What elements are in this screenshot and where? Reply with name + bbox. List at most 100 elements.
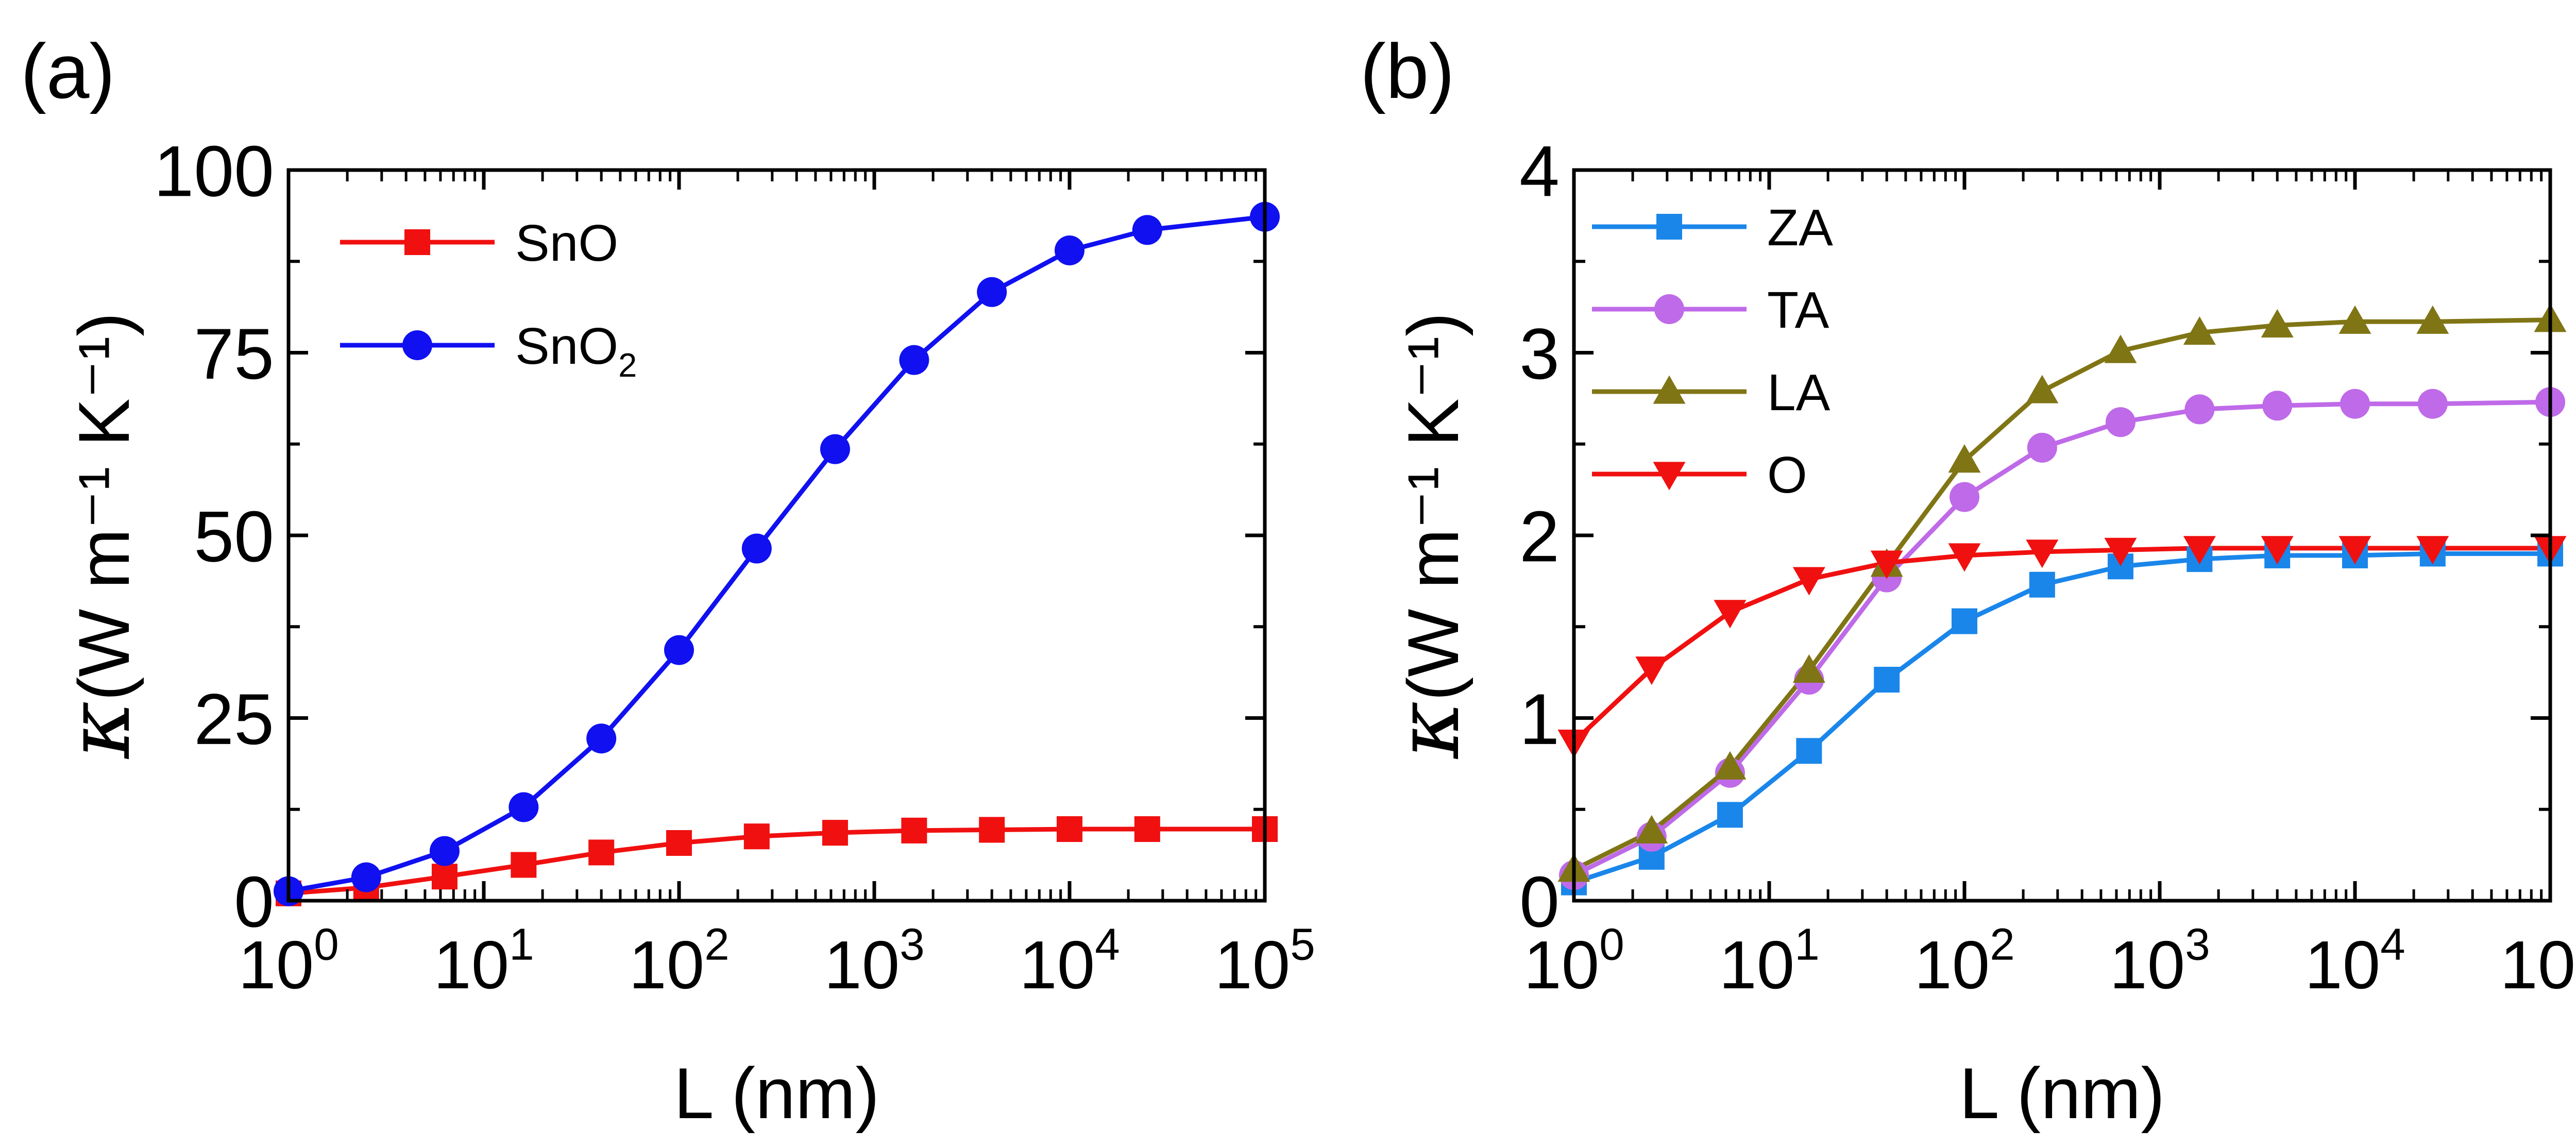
- data-point-1-2-10: [2338, 305, 2371, 334]
- legend-marker-1-3: [1653, 462, 1686, 491]
- data-point-1-3-6: [2026, 539, 2059, 568]
- data-point-0-1-10: [1055, 235, 1084, 265]
- legend-label-1-1-base: TA: [1767, 281, 1829, 339]
- series-line-1-3: [1572, 546, 2550, 744]
- y-tick-label-1-4: 4: [1519, 130, 1560, 211]
- data-point-0-1-7: [820, 434, 850, 464]
- legend-label-1-2-base: LA: [1767, 364, 1831, 421]
- x-tick-label-1-3: 103: [2109, 920, 2210, 1003]
- x-tick-label-base-1-3: 10: [2109, 927, 2185, 1003]
- data-point-0-0-7: [822, 820, 848, 846]
- x-tick-label-0-4: 104: [1019, 920, 1120, 1003]
- x-tick-label-exp-1-2: 2: [1990, 920, 2014, 970]
- data-point-1-2-8: [2183, 316, 2216, 345]
- x-tick-label-base-1-4: 10: [2304, 927, 2380, 1003]
- data-point-1-2-3: [1792, 654, 1825, 683]
- x-tick-label-base-1-0: 10: [1523, 927, 1599, 1003]
- x-tick-label-1-1: 101: [1719, 920, 1819, 1003]
- data-point-0-1-9: [977, 277, 1007, 307]
- data-point-1-2-7: [2104, 334, 2137, 363]
- x-tick-label-exp-0-2: 2: [704, 920, 729, 970]
- data-point-0-0-10: [1057, 816, 1082, 842]
- legend-label-1-0-base: ZA: [1767, 199, 1833, 257]
- x-tick-label-1-0: 100: [1523, 920, 1624, 1003]
- y-axis-title-units-0: (W m⁻¹ K⁻¹): [63, 312, 144, 701]
- data-point-0-1-5: [664, 635, 694, 665]
- data-point-0-0-9: [979, 817, 1005, 843]
- data-point-1-0-3: [1796, 738, 1822, 764]
- data-point-1-1-8: [2184, 394, 2215, 425]
- x-tick-label-base-0-3: 10: [824, 927, 900, 1003]
- x-tick-label-exp-0-1: 1: [509, 920, 534, 970]
- data-point-0-0-11: [1134, 816, 1160, 842]
- axes-frame-1: [1572, 168, 2552, 903]
- data-point-1-3-4: [1870, 550, 1903, 579]
- data-point-1-2-2: [1714, 751, 1747, 780]
- x-tick-label-exp-0-4: 4: [1095, 920, 1120, 970]
- data-point-1-0-5: [1952, 608, 1977, 634]
- x-axis-title-1: L (nm): [1959, 1053, 2165, 1134]
- panel-label-1: (b): [1360, 28, 1454, 114]
- data-point-0-1-2: [429, 836, 460, 866]
- legend-1: ZA TA LA O: [1592, 199, 1833, 504]
- data-point-1-3-8: [2183, 536, 2216, 565]
- data-point-0-1-6: [741, 533, 772, 564]
- y-tick-label-0-2: 50: [194, 496, 274, 577]
- data-point-1-3-9: [2261, 536, 2294, 565]
- data-point-1-0-2: [1717, 802, 1743, 828]
- data-point-1-2-9: [2261, 309, 2294, 338]
- x-tick-label-0-0: 100: [238, 920, 338, 1003]
- data-point-0-0-8: [901, 817, 927, 844]
- y-tick-label-0-0: 0: [234, 861, 274, 942]
- legend-label-1-3-base: O: [1767, 446, 1807, 504]
- legend-marker-0-0: [404, 229, 430, 255]
- data-point-1-1-11: [2417, 389, 2448, 419]
- data-point-0-1-1: [351, 862, 381, 892]
- data-point-0-0-4: [588, 839, 615, 866]
- data-point-1-2-1: [1635, 815, 1668, 844]
- data-point-1-0-6: [2029, 571, 2055, 598]
- y-tick-label-1-1: 1: [1519, 679, 1560, 760]
- y-tick-label-0-1: 25: [194, 679, 274, 760]
- x-tick-label-base-1-2: 10: [1914, 927, 1990, 1003]
- data-point-0-1-8: [899, 345, 929, 375]
- legend-label-0-1-sub: 2: [618, 346, 637, 384]
- x-tick-label-exp-0-3: 3: [900, 920, 924, 970]
- data-point-0-0-5: [666, 830, 692, 856]
- y-axis-title-1: κ(W m⁻¹ K⁻¹): [1377, 312, 1479, 760]
- x-tick-label-exp-1-0: 0: [1599, 920, 1624, 970]
- x-tick-label-0-1: 101: [433, 920, 534, 1003]
- y-axis-title-symbol-1: κ: [1377, 701, 1479, 759]
- x-tick-label-base-0-5: 10: [1214, 927, 1290, 1003]
- y-tick-label-0-4: 100: [154, 130, 274, 211]
- data-point-0-0-2: [431, 864, 457, 890]
- series-line-0-1: [288, 214, 1265, 893]
- axes-frame-0: [286, 168, 1267, 903]
- data-point-1-1-10: [2340, 389, 2370, 419]
- data-point-1-0-4: [1874, 667, 1900, 693]
- data-point-1-3-7: [2104, 537, 2137, 566]
- data-point-0-1-11: [1132, 215, 1162, 245]
- legend-label-0-1-base: SnO: [515, 317, 618, 375]
- x-tick-label-base-1-5: 10: [2500, 927, 2575, 1003]
- legend-marker-1-0: [1656, 214, 1682, 240]
- y-axis-title-units-1: (W m⁻¹ K⁻¹): [1393, 312, 1473, 701]
- data-point-1-3-1: [1635, 656, 1668, 685]
- x-tick-label-exp-0-0: 0: [314, 920, 338, 970]
- data-point-1-2-11: [2416, 305, 2449, 334]
- data-point-1-3-2: [1714, 600, 1747, 629]
- data-point-1-3-5: [1948, 543, 1981, 572]
- data-point-1-3-11: [2416, 536, 2449, 565]
- x-tick-label-0-3: 103: [824, 920, 924, 1003]
- x-tick-label-0-2: 102: [629, 920, 729, 1003]
- data-point-1-3-3: [1792, 567, 1825, 596]
- x-axis-title-0: L (nm): [674, 1053, 879, 1134]
- x-tick-label-1-2: 102: [1914, 920, 2014, 1003]
- legend-label-1-3: O: [1767, 446, 1807, 504]
- legend-marker-0-1: [402, 330, 432, 360]
- x-tick-label-base-0-4: 10: [1019, 927, 1095, 1003]
- y-tick-label-1-2: 2: [1519, 496, 1560, 577]
- data-point-1-1-9: [2262, 391, 2293, 421]
